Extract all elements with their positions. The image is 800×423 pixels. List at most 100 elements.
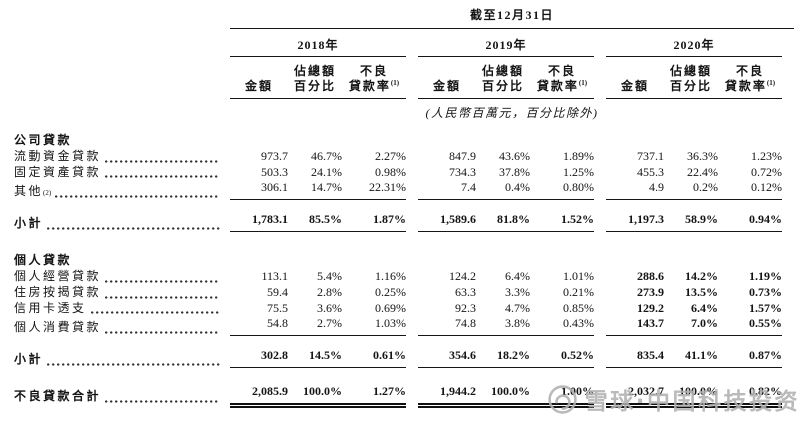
- value-cell: 1.16%: [375, 268, 406, 283]
- table-row: 住房按揭貸款 59.4 2.8% 0.25% 63.3 3.3% 0.21% 273.9 13.…: [14, 285, 796, 301]
- value-cell: 2.8%: [317, 284, 342, 299]
- value-cell: 13.5%: [685, 284, 718, 299]
- value-cell: 43.6%: [499, 148, 530, 163]
- value-cell: 1.03%: [342, 316, 406, 337]
- value-cell: 0.98%: [375, 164, 406, 179]
- value-cell: 3.6%: [317, 300, 342, 315]
- value-cell: 1,589.6: [418, 212, 476, 233]
- value-cell: 1.01%: [563, 268, 594, 283]
- row-label: 個人消費貸款: [14, 320, 230, 336]
- value-cell: 1,783.1: [230, 212, 288, 233]
- value-cell: 63.3: [455, 284, 476, 299]
- footnote-marker-1: (1): [390, 79, 400, 88]
- top-rule-row: [14, 25, 796, 29]
- value-cell: 0.61%: [342, 348, 406, 369]
- dot-leader: [105, 159, 220, 163]
- npl-label-line1: 不良: [359, 63, 388, 78]
- table-row: 其他 (2) 306.1 14.7% 22.31% 7.4 0.4% 0.80% 4.9 0.2%…: [14, 180, 796, 201]
- value-cell: 835.4: [606, 348, 664, 369]
- dot-leader: [47, 227, 220, 231]
- value-cell: 6.4%: [505, 268, 530, 283]
- value-cell: 734.3: [449, 164, 476, 179]
- value-cell: 0.72%: [751, 164, 782, 179]
- col-header-pct-2019: 佔總額 百分比: [476, 62, 530, 99]
- value-cell: 0.94%: [718, 212, 782, 233]
- dot-leader: [90, 311, 220, 315]
- value-cell: 1.23%: [751, 148, 782, 163]
- pct-label-line2: 百分比: [293, 79, 336, 94]
- value-cell: 302.8: [230, 348, 288, 369]
- value-cell: 24.1%: [311, 164, 342, 179]
- value-cell: 354.6: [418, 348, 476, 369]
- value-cell: 1.52%: [530, 212, 594, 233]
- table-row: 固定資產貸款 503.3 24.1% 0.98% 734.3 37.8% 1.25% 455.…: [14, 165, 796, 181]
- value-cell: 74.8: [418, 316, 476, 337]
- col-header-npl-2018: 不良 貸款率(1): [342, 62, 406, 99]
- col-header-npl-2020: 不良 貸款率(1): [718, 62, 782, 99]
- value-cell: 3.8%: [476, 316, 530, 337]
- value-cell: 1,944.2: [418, 384, 476, 409]
- value-cell: 143.7: [606, 316, 664, 337]
- pct-label-line1: 佔總額: [669, 63, 712, 78]
- npl-label-line2: 貸款率(1): [348, 79, 400, 94]
- value-cell: 0.2%: [664, 180, 718, 201]
- value-cell: 18.2%: [476, 348, 530, 369]
- value-cell: 455.3: [637, 164, 664, 179]
- row-label: 固定資產貸款: [14, 165, 230, 181]
- row-label: 住房按揭貸款: [14, 285, 230, 301]
- value-cell: 0.25%: [375, 284, 406, 299]
- npl-label-line1: 不良: [735, 63, 764, 78]
- year-header-2019: 2019年: [418, 36, 594, 57]
- dot-leader: [105, 331, 220, 335]
- value-cell: 288.6: [637, 268, 664, 283]
- footnote-marker-1: (1): [578, 79, 588, 88]
- row-label: 不良貸款合計: [14, 389, 230, 405]
- pct-label-line2: 百分比: [481, 79, 524, 94]
- table-row: 公司貸款: [14, 133, 796, 149]
- table-row: 小計 1,783.1 85.5% 1.87% 1,589.6 81.8% 1.52% 1,19…: [14, 212, 796, 233]
- value-cell: 0.55%: [718, 316, 782, 337]
- value-cell: 1.19%: [749, 268, 782, 283]
- value-cell: 54.8: [230, 316, 288, 337]
- value-cell: 59.4: [267, 284, 288, 299]
- value-cell: 2.27%: [375, 148, 406, 163]
- amount-label: 金額: [432, 79, 461, 94]
- value-cell: 81.8%: [476, 212, 530, 233]
- value-cell: 4.7%: [505, 300, 530, 315]
- year-header-2020: 2020年: [606, 36, 782, 57]
- header-top-rule: [230, 28, 794, 29]
- value-cell: 14.2%: [685, 268, 718, 283]
- dot-leader: [55, 195, 220, 199]
- value-cell: 847.9: [449, 148, 476, 163]
- dot-leader: [105, 279, 220, 283]
- npl-label-line1: 不良: [547, 63, 576, 78]
- value-cell: 0.69%: [375, 300, 406, 315]
- npl-label-line2: 貸款率(1): [536, 79, 588, 94]
- dot-leader: [105, 175, 220, 179]
- value-cell: 37.8%: [499, 164, 530, 179]
- row-label: 信用卡透支: [14, 301, 230, 317]
- value-cell: 14.7%: [288, 180, 342, 201]
- row-label: 小計: [14, 216, 230, 232]
- pct-label-line1: 佔總額: [481, 63, 524, 78]
- value-cell: 41.1%: [664, 348, 718, 369]
- value-cell: 1,197.3: [606, 212, 664, 233]
- value-cell: 1.87%: [342, 212, 406, 233]
- value-cell: 737.1: [637, 148, 664, 163]
- col-header-amount-2020: 金額: [606, 62, 664, 99]
- value-cell: 7.0%: [664, 316, 718, 337]
- value-cell: 5.4%: [317, 268, 342, 283]
- value-cell: 3.3%: [505, 284, 530, 299]
- table-row: 個人經營貸款 113.1 5.4% 1.16% 124.2 6.4% 1.01% 288.6 1…: [14, 269, 796, 285]
- value-cell: 100.0%: [664, 384, 718, 409]
- pct-label-line1: 佔總額: [293, 63, 336, 78]
- value-cell: 1.27%: [342, 384, 406, 409]
- row-label: 小計: [14, 352, 230, 368]
- value-cell: 0.80%: [530, 180, 594, 201]
- value-cell: 6.4%: [691, 300, 718, 315]
- table-row: 不良貸款合計 2,085.9 100.0% 1.27% 1,944.2 100.0% 1.0…: [14, 384, 796, 409]
- value-cell: 0.12%: [718, 180, 782, 201]
- table-row: 小計 302.8 14.5% 0.61% 354.6 18.2% 0.52% 835.4 41.…: [14, 348, 796, 369]
- row-label: 公司貸款: [14, 133, 73, 147]
- value-cell: 113.1: [261, 268, 288, 283]
